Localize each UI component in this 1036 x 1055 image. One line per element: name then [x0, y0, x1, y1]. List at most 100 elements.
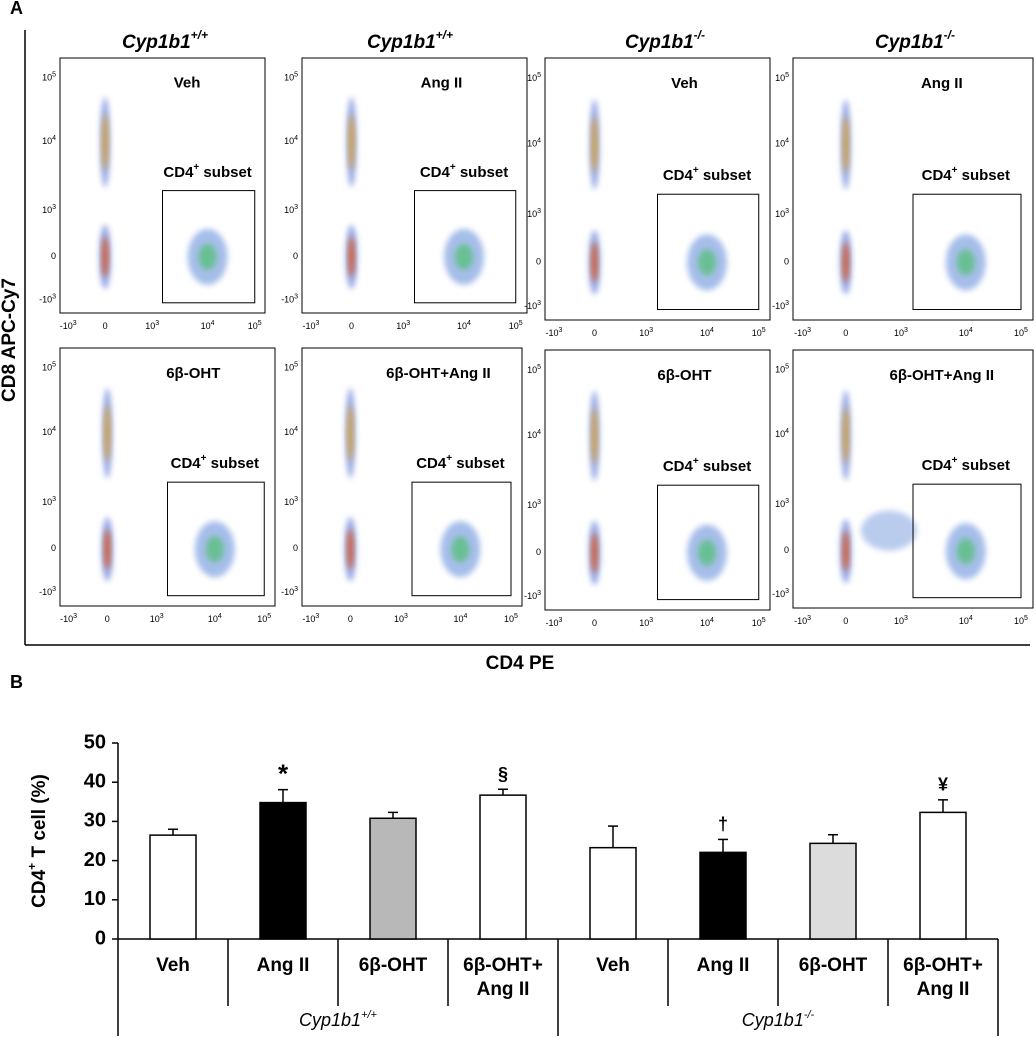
y-tick-label: 104 — [284, 426, 298, 437]
y-tick-label-part: 10 — [284, 497, 294, 507]
y-tick-label: -103 — [524, 590, 541, 601]
y-tick-label-part: 3 — [294, 294, 298, 301]
column-header: Cyp1b1-/- — [875, 28, 955, 53]
bar — [589, 846, 637, 940]
x-tick-label-part: 3 — [559, 617, 563, 624]
y-tick-label-part: 10 — [527, 500, 537, 510]
y-tick-label-part: -10 — [524, 301, 537, 311]
y-tick-label-part: 5 — [52, 72, 56, 79]
x-tick-label: 105 — [509, 320, 523, 331]
x-tick-label-part: 3 — [559, 327, 563, 334]
x-tick-label-part: 3 — [649, 327, 653, 334]
y-tick-label-part: -10 — [772, 589, 785, 599]
x-tick-label: Ang II — [257, 955, 310, 976]
y-tick-label: 0 — [51, 251, 56, 261]
bar — [259, 801, 307, 940]
y-tick-label-part: 4 — [785, 428, 789, 435]
y-tick-label: 104 — [527, 138, 541, 149]
y-tick-label-part: -10 — [39, 295, 52, 305]
gate-label: CD4+ subset — [663, 165, 751, 184]
y-tick-label-part: 4 — [537, 138, 541, 145]
y-tick-label: 104 — [42, 426, 56, 437]
x-tick-label: Ang II — [917, 979, 970, 1000]
y-tick-label: 103 — [775, 498, 789, 509]
y-tick-label-part: -10 — [772, 301, 785, 311]
x-tick-label: 103 — [150, 613, 164, 624]
y-tick-label-part: 10 — [527, 139, 537, 149]
y-tick-label: -103 — [772, 300, 789, 311]
y-tick-label-part: 3 — [785, 209, 789, 216]
y-tick-label-part: 4 — [537, 429, 541, 436]
x-tick-label: 0 — [843, 616, 848, 626]
y-tick-label-part: 10 — [527, 210, 537, 220]
x-tick-label: -103 — [60, 613, 77, 624]
x-tick-label: 103 — [639, 327, 653, 338]
column-header-part: Cyp1b1 — [367, 32, 436, 53]
y-tick-label-part: 0 — [51, 544, 56, 554]
x-tick-label: 103 — [145, 320, 159, 331]
y-tick-label-part: 10 — [527, 365, 537, 375]
density-cloud — [348, 114, 355, 171]
gate-label: CD4+ subset — [163, 162, 251, 181]
bar — [809, 842, 857, 940]
plot-title: Ang II — [421, 74, 463, 91]
y-tick-label: 105 — [527, 72, 541, 83]
x-axis-label: CD4 PE — [486, 653, 555, 674]
y-tick-label-part: 3 — [537, 499, 541, 506]
x-tick-label-part: 3 — [73, 613, 77, 620]
x-tick-label: -103 — [302, 613, 319, 624]
x-tick-label-part: 0 — [105, 614, 110, 624]
y-tick-label: 0 — [784, 546, 789, 556]
column-header-part: Cyp1b1 — [122, 32, 191, 53]
x-tick-label-part: -10 — [303, 321, 316, 331]
density-cloud — [956, 538, 975, 565]
y-tick-label-part: 10 — [284, 137, 294, 147]
bar — [369, 817, 417, 940]
x-tick-label-part: 10 — [396, 321, 406, 331]
bar — [479, 794, 527, 940]
y-tick-label-part: 10 — [527, 73, 537, 83]
x-tick-label: 104 — [201, 320, 215, 331]
x-tick-label-part: 3 — [155, 320, 159, 327]
y-tick-label-part: 10 — [775, 210, 785, 220]
annotation: † — [718, 814, 728, 834]
density-cloud — [451, 536, 470, 563]
y-tick-label-part: 10 — [284, 205, 294, 215]
x-tick-label: -103 — [794, 327, 811, 338]
gate-label: CD4+ subset — [922, 455, 1010, 474]
y-tick-label-part: 10 — [775, 499, 785, 509]
y-tick-label: 104 — [775, 138, 789, 149]
x-tick-label: 103 — [894, 327, 908, 338]
bar — [699, 851, 747, 940]
gate-label-part: CD4 — [922, 457, 953, 474]
y-tick-label: 0 — [95, 927, 106, 949]
y-tick-label: -103 — [39, 586, 56, 597]
x-tick-label: -103 — [60, 320, 77, 331]
y-tick-label: 10 — [84, 888, 106, 910]
y-tick-label-part: 5 — [537, 364, 541, 371]
group-label-part: Cyp1b1 — [742, 1010, 804, 1030]
y-tick-label-part: 10 — [42, 363, 52, 373]
y-tick-label: -103 — [772, 588, 789, 599]
gate-label-part: CD4 — [663, 458, 694, 475]
x-tick-label-part: -10 — [794, 616, 807, 626]
gate-label-part: subset — [699, 167, 752, 184]
panel-label: B — [10, 672, 23, 692]
y-tick-label-part: 0 — [293, 251, 298, 261]
y-tick-label: 0 — [51, 544, 56, 554]
x-tick-label-part: 4 — [710, 617, 714, 624]
density-cloud — [347, 405, 354, 462]
y-tick-label-part: 10 — [775, 430, 785, 440]
density-cloud — [102, 236, 109, 277]
density-cloud — [347, 529, 354, 570]
x-tick-label-part: 0 — [843, 616, 848, 626]
column-header: Cyp1b1+/+ — [367, 28, 453, 53]
x-tick-label-part: 10 — [700, 618, 710, 628]
y-axis-label-part: + — [25, 863, 39, 870]
gate-label-part: CD4 — [663, 167, 694, 184]
x-tick-label-part: -10 — [60, 321, 73, 331]
density-cloud — [591, 242, 598, 283]
group-label: Cyp1b1+/+ — [299, 1009, 378, 1030]
plot-title: Veh — [174, 74, 201, 91]
